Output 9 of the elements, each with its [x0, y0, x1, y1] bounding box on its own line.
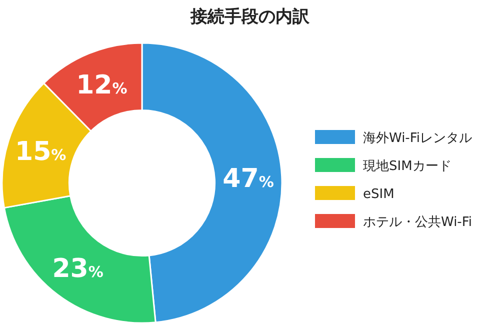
legend-label: eSIM — [363, 187, 394, 202]
legend-label: ホテル・公共Wi-Fi — [363, 215, 472, 230]
data-label: 12% — [76, 70, 128, 101]
legend-label: 海外Wi-Fiレンタル — [363, 131, 472, 146]
data-label: 47% — [222, 164, 274, 194]
data-label: 15% — [14, 136, 66, 167]
legend-label: 現地SIMカード — [363, 159, 452, 174]
chart-title: 接続手段の内訳 — [190, 7, 310, 27]
data-label: 23% — [52, 254, 104, 284]
